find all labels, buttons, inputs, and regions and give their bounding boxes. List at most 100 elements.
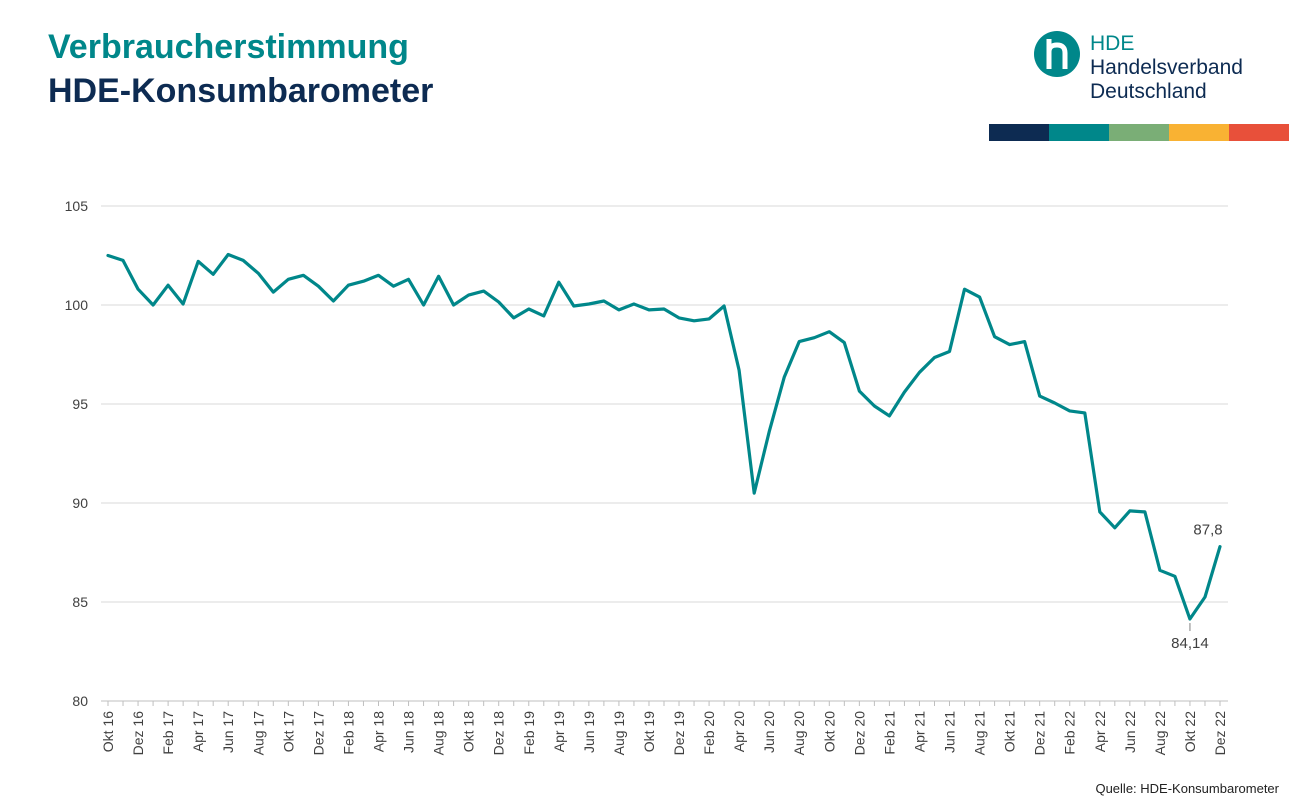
data-point [978,296,981,299]
logo-abbr: HDE [1090,32,1135,55]
x-tick-label: Jun 17 [220,711,236,753]
x-tick-label: Feb 20 [701,711,717,755]
data-point [873,404,876,407]
x-tick-label: Okt 16 [100,711,116,752]
data-point [1173,575,1176,578]
data-point [738,369,741,372]
data-point [1219,545,1222,548]
y-tick-label: 85 [72,594,88,610]
data-point [557,281,560,284]
data-point [708,317,711,320]
logo-name-line1: Handelsverband [1090,56,1243,79]
x-tick-label: Apr 20 [731,711,747,752]
data-point [888,414,891,417]
x-tick-label: Aug 22 [1152,711,1168,756]
x-tick-label: Dez 18 [491,711,507,756]
data-point [212,273,215,276]
data-point [933,356,936,359]
data-point [347,284,350,287]
data-label: 87,8 [1193,522,1222,539]
brand-color-segment [1169,124,1229,141]
data-point [948,350,951,353]
x-tick-label: Aug 21 [972,711,988,756]
y-tick-label: 100 [65,297,89,313]
data-point [287,278,290,281]
x-tick-label: Feb 17 [160,711,176,755]
source-note: Quelle: HDE-Konsumbarometer [1095,781,1279,796]
x-tick-label: Jun 19 [581,711,597,753]
x-tick-label: Apr 21 [911,711,927,752]
x-tick-label: Dez 16 [130,711,146,756]
x-tick-label: Feb 21 [881,711,897,755]
data-point [678,316,681,319]
data-point [1083,411,1086,414]
x-tick-label: Apr 22 [1092,711,1108,752]
data-point [392,285,395,288]
x-tick-label: Okt 19 [641,711,657,752]
data-point [663,307,666,310]
data-point [843,341,846,344]
data-point [798,340,801,343]
data-point [632,303,635,306]
x-tick-label: Aug 19 [611,711,627,756]
data-point [768,430,771,433]
x-tick-label: Okt 17 [280,711,296,752]
data-point [858,390,861,393]
data-point [1128,509,1131,512]
x-tick-label: Apr 19 [551,711,567,752]
x-tick-label: Jun 20 [761,711,777,753]
logo-name-line2: Deutschland [1090,80,1207,103]
data-point [497,301,500,304]
x-tick-label: Jun 21 [942,711,958,753]
x-tick-label: Feb 19 [521,711,537,755]
data-point [257,272,260,275]
data-point [542,314,545,317]
data-point [182,303,185,306]
x-tick-label: Apr 17 [190,711,206,752]
x-tick-label: Feb 18 [340,711,356,755]
x-tick-label: Okt 18 [461,711,477,752]
data-point [137,288,140,291]
y-tick-label: 80 [72,693,88,709]
data-point [362,280,365,283]
brand-color-bar [989,124,1289,141]
brand-color-segment [1229,124,1289,141]
data-point [753,492,756,495]
data-point [107,254,110,257]
x-tick-label: Dez 19 [671,711,687,756]
data-point [377,274,380,277]
x-tick-label: Jun 22 [1122,711,1138,753]
data-point [242,259,245,262]
data-point [1038,395,1041,398]
y-tick-label: 95 [72,396,88,412]
brand-color-segment [1109,124,1169,141]
y-tick-label: 90 [72,495,88,511]
data-point [302,274,305,277]
data-point [647,308,650,311]
page-title: Verbraucherstimmung [48,28,409,66]
data-point [1068,409,1071,412]
data-point [587,303,590,306]
y-tick-label: 105 [65,198,89,214]
data-point [407,278,410,281]
data-point [918,371,921,374]
x-tick-label: Jun 18 [401,711,417,753]
data-point [512,316,515,319]
data-point [1023,340,1026,343]
data-point [197,260,200,263]
data-point [122,259,125,262]
hde-h-logo-icon [1034,31,1080,77]
data-point [527,307,530,310]
data-point [1053,402,1056,405]
x-tick-label: Apr 18 [370,711,386,752]
x-tick-label: Dez 20 [851,711,867,756]
brand-color-segment [1049,124,1109,141]
data-point [993,335,996,338]
data-point [422,304,425,307]
x-tick-label: Okt 22 [1182,711,1198,752]
data-point [572,304,575,307]
data-point [1098,510,1101,513]
x-tick-label: Okt 20 [821,711,837,752]
data-point [272,291,275,294]
